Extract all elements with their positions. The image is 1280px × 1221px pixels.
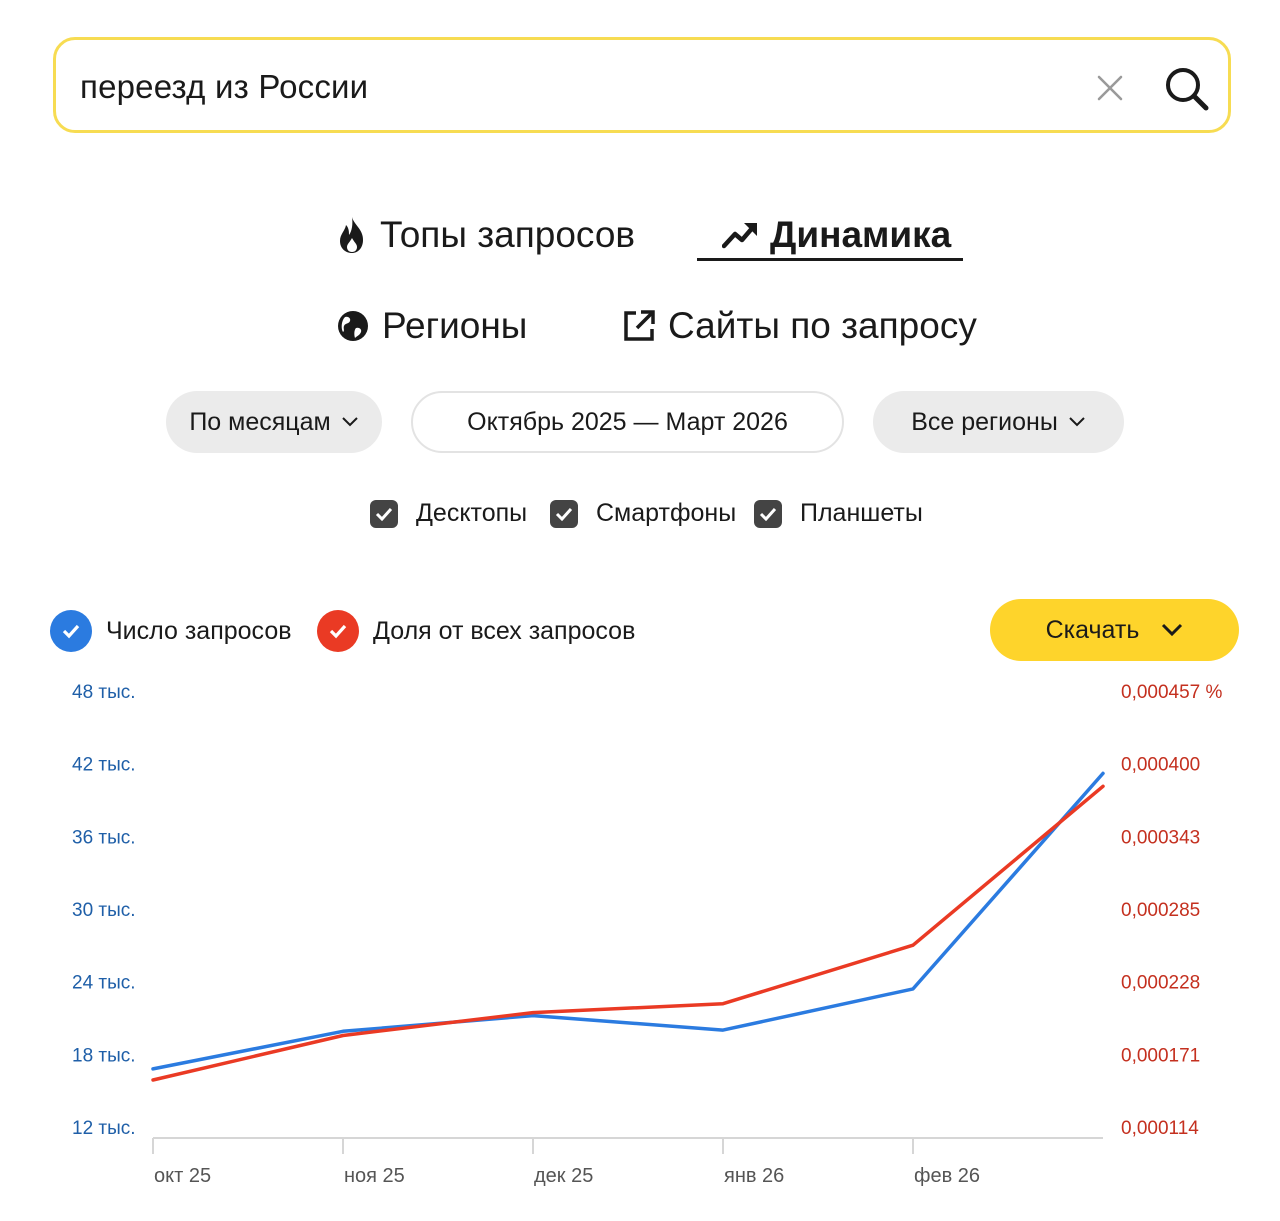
y-left-tick-label: 36 тыс. bbox=[72, 827, 136, 848]
search-icon[interactable] bbox=[1164, 66, 1210, 112]
period-select[interactable]: По месяцам bbox=[166, 391, 382, 453]
tab-top-queries[interactable]: Топы запросов bbox=[336, 214, 635, 256]
x-tick-label: фев 26 bbox=[914, 1165, 980, 1187]
checkbox-desktops[interactable]: Десктопы bbox=[370, 499, 527, 528]
legend-share-toggle[interactable]: Доля от всех запросов bbox=[317, 610, 635, 652]
checkmark-icon bbox=[759, 507, 777, 521]
series-line-share bbox=[151, 784, 1105, 1082]
external-link-icon bbox=[624, 310, 655, 341]
y-left-tick-label: 30 тыс. bbox=[72, 900, 136, 921]
x-tick-label: окт 25 bbox=[154, 1165, 211, 1187]
series-line-count bbox=[151, 771, 1105, 1071]
y-left-tick-label: 48 тыс. bbox=[72, 682, 136, 703]
globe-icon bbox=[338, 311, 368, 341]
tab-label: Регионы bbox=[382, 305, 528, 346]
search-bar[interactable]: переезд из России bbox=[53, 37, 1231, 133]
y-right-tick-label: 0,000114 bbox=[1121, 1118, 1199, 1139]
y-right-tick-label: 0,000171 bbox=[1121, 1045, 1200, 1066]
y-right-tick-label: 0,000457 % bbox=[1121, 682, 1223, 703]
period-label: По месяцам bbox=[189, 407, 331, 436]
checkmark-icon bbox=[375, 507, 393, 521]
tab-regions[interactable]: Регионы bbox=[336, 305, 527, 347]
x-tick-label: ноя 25 bbox=[344, 1165, 405, 1187]
checkbox[interactable] bbox=[550, 499, 578, 528]
y-right-tick-label: 0,000228 bbox=[1121, 973, 1200, 994]
chevron-down-icon bbox=[341, 417, 358, 427]
region-select[interactable]: Все регионы bbox=[873, 391, 1124, 453]
tab-dynamics[interactable]: Динамика bbox=[722, 214, 951, 256]
chevron-down-icon bbox=[1162, 623, 1183, 637]
legend-share-dot bbox=[317, 610, 359, 652]
y-left-tick-label: 18 тыс. bbox=[72, 1045, 136, 1066]
trend-up-icon bbox=[722, 223, 757, 249]
date-range-picker[interactable]: Октябрь 2025 — Март 2026 bbox=[411, 391, 844, 453]
download-button[interactable]: Скачать bbox=[990, 599, 1239, 661]
x-tick-label: дек 25 bbox=[534, 1165, 593, 1187]
fire-icon bbox=[340, 217, 363, 253]
y-left-tick-label: 24 тыс. bbox=[72, 973, 136, 994]
legend-count-dot bbox=[50, 610, 92, 652]
x-tick-label: янв 26 bbox=[724, 1165, 784, 1187]
checkmark-icon bbox=[329, 624, 347, 639]
checkbox-label: Планшеты bbox=[800, 499, 923, 527]
checkbox[interactable] bbox=[754, 499, 782, 528]
checkbox[interactable] bbox=[370, 499, 398, 528]
tab-label: Топы запросов bbox=[380, 214, 636, 255]
checkbox-smartphones[interactable]: Смартфоны bbox=[550, 499, 736, 528]
tab-sites[interactable]: Сайты по запросу bbox=[622, 305, 977, 347]
checkbox-tablets[interactable]: Планшеты bbox=[754, 499, 923, 528]
legend-label: Число запросов bbox=[106, 616, 292, 645]
checkbox-label: Смартфоны bbox=[596, 499, 737, 527]
y-right-tick-label: 0,000285 bbox=[1121, 900, 1200, 921]
checkmark-icon bbox=[62, 624, 80, 639]
y-left-tick-label: 42 тыс. bbox=[72, 755, 136, 776]
region-label: Все регионы bbox=[911, 407, 1058, 436]
legend-count-toggle[interactable]: Число запросов bbox=[50, 610, 292, 652]
close-icon[interactable] bbox=[1096, 74, 1124, 102]
chevron-down-icon bbox=[1069, 417, 1085, 427]
y-left-tick-label: 12 тыс. bbox=[72, 1118, 136, 1139]
y-right-tick-label: 0,000343 bbox=[1121, 827, 1200, 848]
checkbox-label: Десктопы bbox=[416, 499, 528, 527]
y-right-tick-label: 0,000400 bbox=[1121, 755, 1200, 776]
date-range-label: Октябрь 2025 — Март 2026 bbox=[467, 407, 788, 436]
tab-label: Динамика bbox=[770, 214, 952, 255]
tab-label: Сайты по запросу bbox=[668, 305, 977, 346]
search-input[interactable]: переезд из России bbox=[80, 68, 369, 105]
download-label: Скачать bbox=[1045, 615, 1140, 644]
active-tab-indicator bbox=[697, 258, 963, 261]
legend-label: Доля от всех запросов bbox=[373, 616, 636, 645]
checkmark-icon bbox=[555, 507, 573, 521]
